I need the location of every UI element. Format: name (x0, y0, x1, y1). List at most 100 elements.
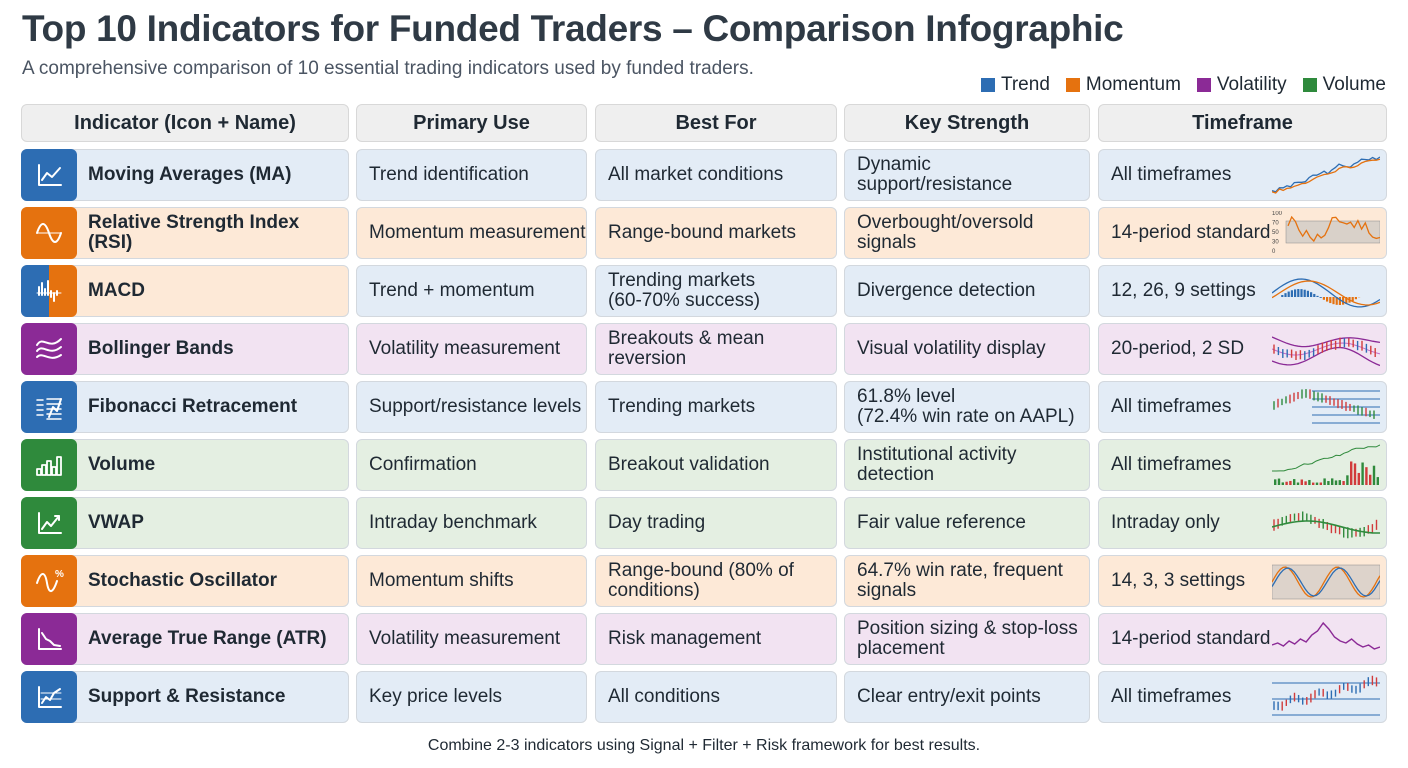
primary-use-cell: Trend + momentum (356, 265, 587, 317)
timeframe-text: All timeframes (1111, 396, 1232, 417)
key-strength-cell: Fair value reference (844, 497, 1090, 549)
timeframe-cell: All timeframes (1098, 671, 1387, 723)
ma-lines-minichart (1272, 156, 1380, 194)
rsi-axis-label: 100 (1272, 211, 1283, 217)
legend-item-volume: Volume (1302, 74, 1386, 96)
timeframe-text: 14, 3, 3 settings (1111, 570, 1246, 591)
page-subtitle: A comprehensive comparison of 10 essenti… (22, 58, 754, 79)
timeframe-cell: 20-period, 2 SD (1098, 323, 1387, 375)
primary-use-cell: Momentum measurement (356, 207, 587, 259)
key-strength-text: Visual volatility display (857, 338, 1046, 359)
timeframe-text: 14-period standard (1111, 628, 1271, 649)
best-for-cell: Risk management (595, 613, 837, 665)
key-strength-cell: 64.7% win rate, frequent signals (844, 555, 1090, 607)
primary-use-cell: Key price levels (356, 671, 587, 723)
best-for-text: Breakouts & mean reversion (608, 328, 765, 369)
vwap-minichart (1272, 511, 1380, 539)
rsi-axis-label: 0 (1272, 249, 1276, 255)
column-header: Indicator (Icon + Name) (21, 104, 349, 142)
column-header: Timeframe (1098, 104, 1387, 142)
oscillator-percent-icon: % (21, 555, 77, 607)
timeframe-cell: Intraday only (1098, 497, 1387, 549)
legend-item-volatility: Volatility (1196, 74, 1287, 96)
key-strength-text: Fair value reference (857, 512, 1026, 533)
primary-use-cell: Support/resistance levels (356, 381, 587, 433)
timeframe-cell: 12, 26, 9 settings (1098, 265, 1387, 317)
key-strength-cell: Visual volatility display (844, 323, 1090, 375)
legend-label: Trend (1000, 74, 1050, 95)
legend-label: Momentum (1085, 74, 1181, 95)
best-for-cell: Range-bound markets (595, 207, 837, 259)
macd-minichart (1272, 278, 1380, 308)
line-chart-icon (21, 149, 77, 201)
primary-use-cell: Intraday benchmark (356, 497, 587, 549)
bollinger-minichart (1272, 336, 1380, 367)
best-for-cell: Breakout validation (595, 439, 837, 491)
timeframe-text: 12, 26, 9 settings (1111, 280, 1256, 301)
rsi-axis-label: 30 (1272, 240, 1279, 246)
primary-use-text: Momentum measurement (369, 222, 586, 243)
rsi-axis-label: 70 (1272, 221, 1279, 227)
best-for-text: Trending markets (60-70% success) (608, 270, 761, 311)
best-for-text: Risk management (608, 628, 762, 649)
indicator-name-text: VWAP (88, 512, 144, 533)
timeframe-text: All timeframes (1111, 454, 1232, 475)
timeframe-text: 20-period, 2 SD (1111, 338, 1245, 359)
column-header: Best For (595, 104, 837, 142)
key-strength-cell: Overbought/oversold signals (844, 207, 1090, 259)
bands-icon (21, 323, 77, 375)
decline-chart-icon (21, 613, 77, 665)
legend-item-momentum: Momentum (1065, 74, 1181, 96)
key-strength-cell: Dynamic support/resistance (844, 149, 1090, 201)
primary-use-text: Trend + momentum (369, 280, 535, 301)
indicator-name-text: Average True Range (ATR) (88, 628, 327, 649)
indicator-name-text: Volume (88, 454, 156, 475)
indicator-name-text: MACD (88, 280, 145, 301)
volume-minichart (1272, 444, 1380, 485)
rsi-axis-label: 50 (1272, 230, 1279, 236)
key-strength-cell: Divergence detection (844, 265, 1090, 317)
primary-use-cell: Volatility measurement (356, 613, 587, 665)
trend-up-icon (21, 497, 77, 549)
indicator-name-text: Support & Resistance (88, 686, 286, 707)
legend-label: Volume (1322, 74, 1386, 95)
footer-note: Combine 2-3 indicators using Signal + Fi… (427, 737, 981, 754)
key-strength-text: Position sizing & stop-loss placement (857, 618, 1078, 659)
primary-use-text: Trend identification (369, 164, 529, 185)
best-for-cell: Trending markets (595, 381, 837, 433)
key-strength-text: Dynamic support/resistance (857, 154, 1013, 195)
legend-swatch (980, 78, 995, 92)
primary-use-cell: Trend identification (356, 149, 587, 201)
best-for-cell: All market conditions (595, 149, 837, 201)
best-for-text: Range-bound markets (608, 222, 796, 243)
page-title: Top 10 Indicators for Funded Traders – C… (22, 8, 1124, 49)
key-strength-cell: 61.8% level (72.4% win rate on AAPL) (844, 381, 1090, 433)
key-strength-text: Institutional activity detection (857, 444, 1017, 485)
best-for-text: Day trading (608, 512, 706, 533)
key-strength-text: Divergence detection (857, 280, 1036, 301)
key-strength-cell: Position sizing & stop-loss placement (844, 613, 1090, 665)
best-for-text: All market conditions (608, 164, 784, 185)
key-strength-cell: Institutional activity detection (844, 439, 1090, 491)
key-strength-text: 64.7% win rate, frequent signals (857, 560, 1063, 601)
indicator-name-text: Fibonacci Retracement (88, 396, 298, 417)
histogram-icon (21, 265, 77, 317)
best-for-text: All conditions (608, 686, 720, 707)
fib-minichart (1273, 389, 1380, 424)
volume-bars-icon (21, 439, 77, 491)
key-strength-text: 61.8% level (72.4% win rate on AAPL) (857, 386, 1075, 427)
timeframe-text: Intraday only (1111, 512, 1220, 533)
timeframe-text: All timeframes (1111, 164, 1232, 185)
best-for-cell: Trending markets (60-70% success) (595, 265, 837, 317)
best-for-text: Range-bound (80% of conditions) (608, 560, 794, 601)
timeframe-text: 14-period standard (1111, 222, 1271, 243)
levels-chart-icon (21, 671, 77, 723)
svg-text:%: % (55, 569, 64, 580)
best-for-text: Trending markets (608, 396, 756, 417)
timeframe-cell: All timeframes (1098, 149, 1387, 201)
best-for-cell: All conditions (595, 671, 837, 723)
legend-item-trend: Trend (980, 74, 1050, 96)
primary-use-text: Intraday benchmark (369, 512, 537, 533)
legend-swatch (1065, 78, 1080, 92)
primary-use-text: Momentum shifts (369, 570, 514, 591)
